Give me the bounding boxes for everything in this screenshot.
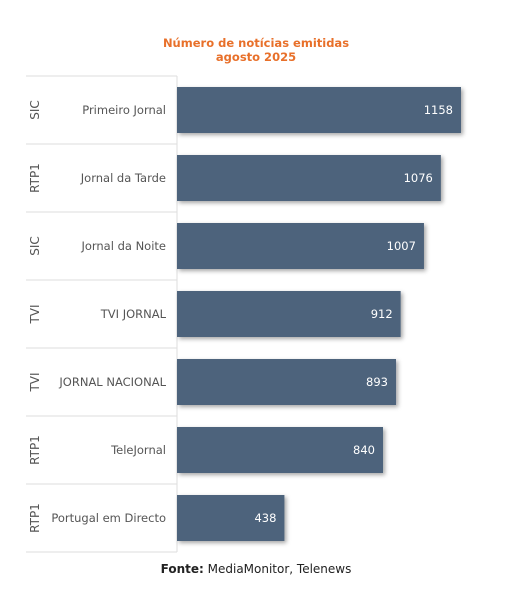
category-label: Jornal da Noite <box>80 239 166 253</box>
channel-label: RTP1 <box>28 503 42 533</box>
category-label: JORNAL NACIONAL <box>58 375 166 389</box>
data-label: 1007 <box>387 239 416 253</box>
channel-label: RTP1 <box>28 435 42 465</box>
chart-subtitle: agosto 2025 <box>215 50 297 64</box>
bar <box>177 359 397 405</box>
channel-label: SIC <box>28 100 42 120</box>
bar <box>177 87 461 133</box>
data-label: 840 <box>353 443 375 457</box>
channel-label: TVI <box>28 372 42 392</box>
data-label: 912 <box>371 307 393 321</box>
category-label: Primeiro Jornal <box>82 103 166 117</box>
channel-label: RTP1 <box>28 163 42 193</box>
data-label: 893 <box>366 375 388 389</box>
bar <box>177 427 384 473</box>
chart-title-block: Número de notícias emitidas agosto 2025 <box>0 36 512 64</box>
data-label: 1158 <box>424 103 453 117</box>
category-label: TVI JORNAL <box>100 307 167 321</box>
bar <box>177 223 424 269</box>
channel-label: SIC <box>28 236 42 256</box>
bar <box>177 495 285 541</box>
source-line: Fonte: MediaMonitor, Telenews <box>0 562 512 576</box>
bar <box>177 291 401 337</box>
category-label: TeleJornal <box>110 443 166 457</box>
category-label: Jornal da Tarde <box>80 171 166 185</box>
bar <box>177 155 441 201</box>
source-text: MediaMonitor, Telenews <box>207 562 352 576</box>
source-label: Fonte: <box>160 562 204 576</box>
category-label: Portugal em Directo <box>51 511 166 525</box>
data-label: 1076 <box>404 171 433 185</box>
data-label: 438 <box>254 511 276 525</box>
chart-title: Número de notícias emitidas <box>162 36 350 50</box>
channel-label: TVI <box>28 304 42 324</box>
